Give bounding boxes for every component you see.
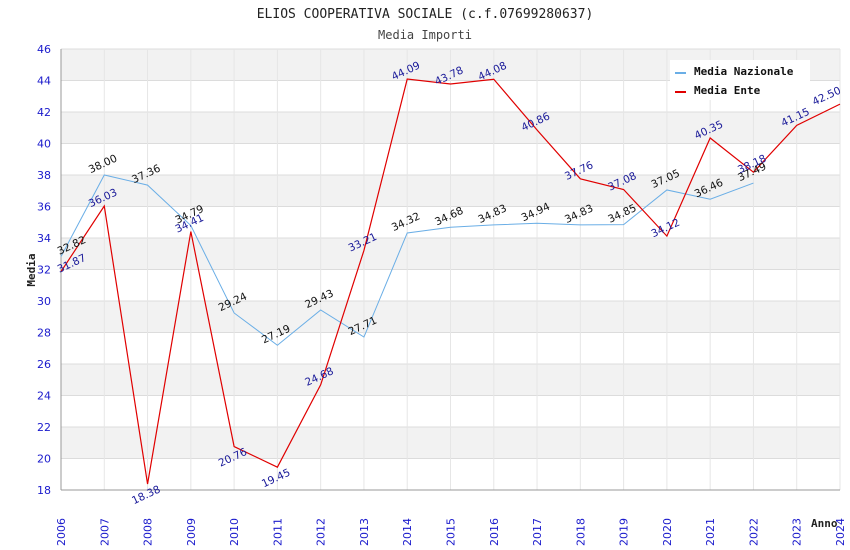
x-tick-label: 2012 [315, 518, 328, 546]
x-tick-label: 2021 [704, 518, 717, 546]
data-label-media-ente: 34.12 [649, 217, 681, 241]
x-axis-ticks: 2006 2007 2008 2009 2010 2011 2012 2013 2014 2015… [55, 518, 847, 546]
x-tick-label: 2010 [228, 518, 241, 546]
y-tick-label: 24 [37, 390, 51, 403]
data-label-media-nazionale: 34.32 [390, 210, 422, 234]
y-tick-label: 46 [37, 43, 51, 56]
x-tick-label: 2006 [55, 518, 68, 546]
x-tick-label: 2019 [618, 518, 631, 546]
y-tick-label: 44 [37, 75, 51, 88]
chart-title: ELIOS COOPERATIVA SOCIALE (c.f.076992806… [257, 7, 594, 22]
gridlines [60, 48, 841, 491]
series-line-media-ente [60, 78, 841, 485]
y-tick-label: 36 [37, 201, 51, 214]
x-tick-label: 2013 [358, 518, 371, 546]
x-tick-label: 2015 [445, 518, 458, 546]
x-axis-label: Anno [811, 517, 838, 530]
y-tick-label: 18 [37, 484, 51, 497]
y-tick-label: 32 [37, 264, 51, 277]
y-tick-label: 38 [37, 169, 51, 182]
x-tick-label: 2018 [574, 518, 587, 546]
x-tick-label: 2022 [747, 518, 760, 546]
y-axis-label: Media [25, 253, 38, 286]
legend-box [670, 60, 810, 100]
x-tick-label: 2020 [661, 518, 674, 546]
legend-label-media-nazionale: Media Nazionale [694, 65, 794, 78]
x-tick-label: 2016 [488, 518, 501, 546]
x-tick-label: 2008 [142, 518, 155, 546]
y-tick-label: 40 [37, 138, 51, 151]
legend-label-media-ente: Media Ente [694, 84, 761, 97]
series-line-media-nazionale [60, 174, 754, 346]
legend: Media Nazionale Media Ente [670, 60, 810, 100]
x-tick-label: 2009 [185, 518, 198, 546]
data-label-media-ente: 18.38 [130, 484, 162, 508]
y-tick-label: 22 [37, 421, 51, 434]
x-tick-label: 2011 [271, 518, 284, 546]
y-tick-label: 34 [37, 232, 51, 245]
series-lines [60, 78, 841, 485]
data-label-media-nazionale: 34.68 [433, 205, 465, 229]
x-tick-label: 2017 [531, 518, 544, 546]
y-tick-label: 26 [37, 358, 51, 371]
chart-subtitle: Media Importi [378, 28, 472, 42]
x-tick-label: 2024 [834, 518, 847, 546]
x-tick-label: 2023 [791, 518, 804, 546]
data-label-media-nazionale: 38.00 [87, 152, 119, 176]
data-label-media-ente: 19.45 [260, 467, 292, 491]
y-tick-label: 28 [37, 327, 51, 340]
y-tick-label: 30 [37, 295, 51, 308]
y-tick-label: 20 [37, 453, 51, 466]
y-axis-ticks: 18 20 22 24 26 28 30 32 34 36 38 40 42 44 46 [37, 43, 51, 497]
x-tick-label: 2007 [98, 518, 111, 546]
y-tick-label: 42 [37, 106, 51, 119]
x-tick-label: 2014 [401, 518, 414, 546]
